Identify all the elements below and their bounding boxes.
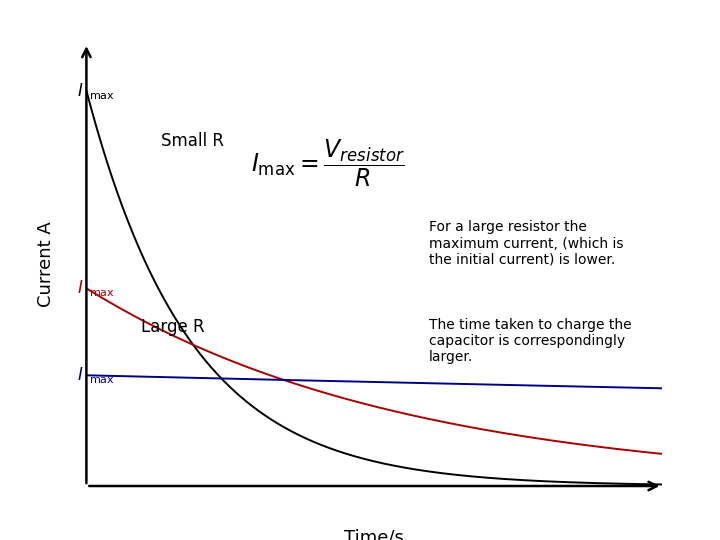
Text: Small R: Small R bbox=[161, 132, 225, 150]
Text: $\mathregular{max}$: $\mathregular{max}$ bbox=[89, 288, 115, 298]
Text: For a large resistor the
maximum current, (which is
the initial current) is lowe: For a large resistor the maximum current… bbox=[429, 220, 624, 267]
Text: The time taken to charge the
capacitor is correspondingly
larger.: The time taken to charge the capacitor i… bbox=[429, 318, 631, 364]
Text: Time/s: Time/s bbox=[344, 528, 405, 540]
Text: $\mathregular{max}$: $\mathregular{max}$ bbox=[89, 91, 115, 100]
Text: Large R: Large R bbox=[141, 318, 204, 335]
Text: $I$: $I$ bbox=[77, 279, 84, 298]
Text: $\mathit{I}_{\mathrm{max}} = \dfrac{\mathit{V}_{\mathit{resistor}}}{\mathit{R}}$: $\mathit{I}_{\mathrm{max}} = \dfrac{\mat… bbox=[251, 137, 405, 188]
Text: $I$: $I$ bbox=[77, 366, 84, 384]
Text: Current A: Current A bbox=[37, 222, 55, 307]
Text: $I$: $I$ bbox=[77, 82, 84, 100]
Text: $\mathregular{max}$: $\mathregular{max}$ bbox=[89, 375, 115, 386]
